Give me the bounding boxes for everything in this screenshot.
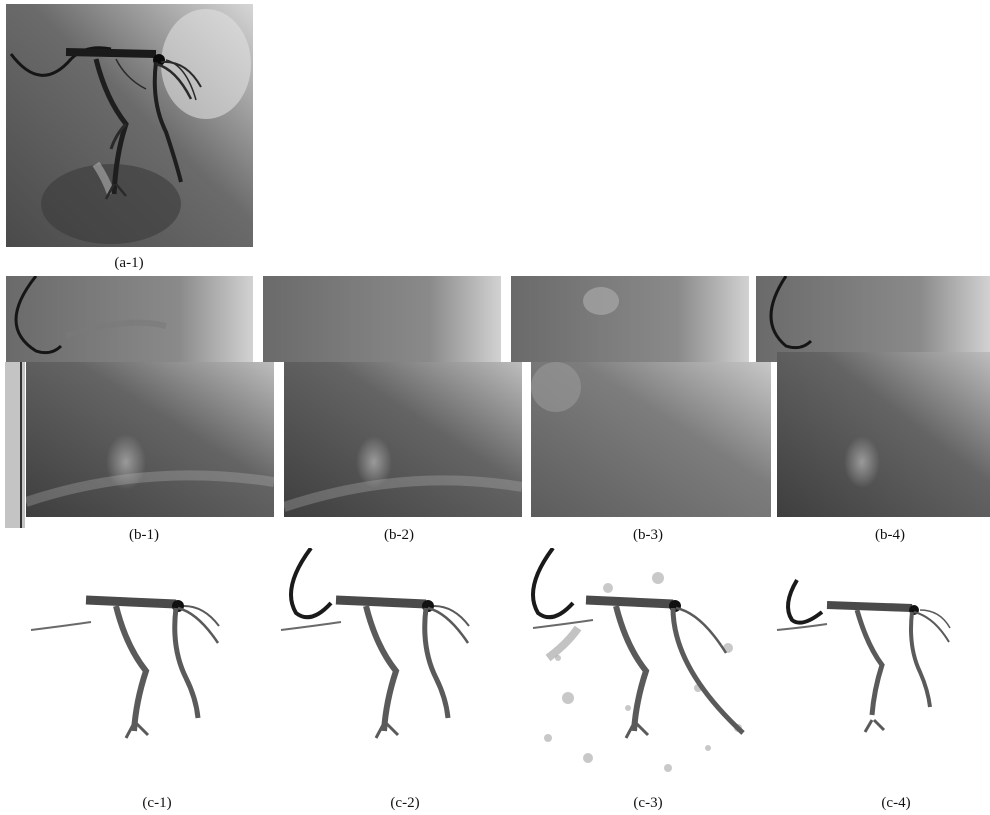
background-b3-top-strip <box>511 276 749 362</box>
vessel-map-c1 <box>26 548 248 748</box>
caption-c1: (c-1) <box>142 795 172 811</box>
background-b1-top-strip <box>6 276 253 362</box>
background-b1-image <box>26 362 274 517</box>
background-b1-edge-strip <box>5 362 25 528</box>
background-b2-top-strip <box>263 276 501 362</box>
background-b4-image <box>777 352 990 517</box>
background-b4-top-strip <box>756 276 990 362</box>
caption-b1: (b-1) <box>129 527 159 543</box>
caption-c2: (c-2) <box>390 795 420 811</box>
vessel-map-c3 <box>528 548 768 788</box>
caption-c3: (c-3) <box>633 795 663 811</box>
background-b2-image <box>284 362 522 517</box>
vessel-map-c4 <box>772 570 982 750</box>
angiogram-original-panel <box>6 4 253 247</box>
caption-b4: (b-4) <box>875 527 905 543</box>
caption-a1: (a-1) <box>114 255 144 271</box>
caption-b3: (b-3) <box>633 527 663 543</box>
vessel-map-c2 <box>276 548 498 748</box>
angiogram-original-image <box>6 4 253 247</box>
background-b3-image <box>531 362 771 517</box>
caption-b2: (b-2) <box>384 527 414 543</box>
caption-c4: (c-4) <box>881 795 911 811</box>
